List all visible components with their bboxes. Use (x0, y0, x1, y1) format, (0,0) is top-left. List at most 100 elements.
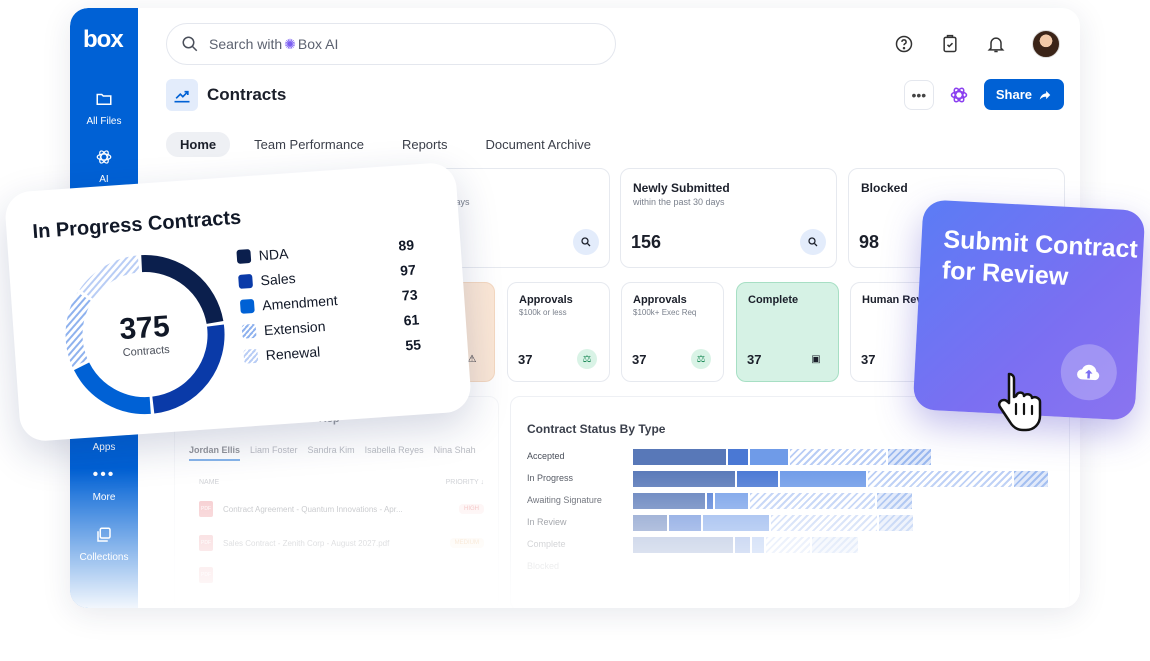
card-value: 98 (859, 232, 880, 252)
table-header: NAME PRIORITY ↓ (199, 479, 484, 486)
sidebar-item-apps[interactable]: Apps (70, 416, 138, 453)
table-row[interactable]: PDF Sales Contract - Zenith Corp - Augus… (199, 535, 484, 551)
tab-reports[interactable]: Reports (401, 137, 448, 152)
card-title: Approvals (519, 294, 573, 306)
legend-value: 89 (397, 236, 415, 254)
legend-label: Amendment (261, 292, 339, 314)
table-row[interactable]: PDF (199, 567, 484, 583)
card-title: Human Rev (862, 294, 923, 306)
donut-slice-extension (65, 292, 93, 368)
donut-total-label: Contracts (122, 343, 171, 360)
search-input[interactable]: Search with ✺ Box AI (166, 23, 616, 65)
legend-label: Extension (263, 317, 326, 339)
legend-swatch (236, 249, 252, 264)
donut-slice-nda (141, 255, 224, 325)
status-label: In Progress (527, 473, 574, 483)
status-card-title: Contract Status By Type (527, 422, 666, 436)
status-bar-accepted[interactable] (633, 449, 933, 465)
upload-cloud-icon[interactable] (1059, 342, 1119, 402)
tab-document-archive[interactable]: Document Archive (485, 137, 591, 152)
donut-slice-sales (152, 324, 225, 414)
legend-value: 73 (401, 286, 419, 304)
help-icon[interactable] (894, 34, 914, 54)
table-row[interactable]: PDF Contract Agreement - Quantum Innovat… (199, 501, 484, 517)
card-value: 37 (747, 352, 762, 367)
box-ai-icon: ✺ (284, 35, 296, 52)
legend-label: Sales (259, 269, 297, 289)
card-title: Approvals (633, 294, 687, 306)
bell-icon[interactable] (986, 34, 1006, 54)
legend-value: 97 (399, 261, 417, 279)
tab-home[interactable]: Home (166, 132, 231, 157)
legend-label: Renewal (265, 343, 321, 364)
share-button[interactable]: Share (983, 79, 1064, 110)
pdf-icon: PDF (199, 535, 213, 551)
card-value: 156 (631, 232, 662, 252)
box-logo: box (83, 26, 124, 53)
donut-title: In Progress Contracts (31, 206, 242, 244)
status-bar-in-progress[interactable] (633, 471, 1050, 487)
card-subtitle: $100k+ Exec Req (633, 308, 697, 317)
zoom-icon[interactable] (573, 229, 599, 255)
status-bar-awaiting-signature[interactable] (633, 493, 914, 509)
warning-icon: ⚠ (467, 353, 477, 365)
person-tab[interactable]: Jordan Ellis (189, 445, 241, 461)
col-name: NAME (199, 479, 220, 486)
person-tab[interactable]: Sandra Kim (307, 445, 355, 455)
sidebar-item-all-files[interactable]: All Files (70, 90, 138, 127)
legend-item-nda: NDA 89 (236, 235, 437, 265)
card-value: 37 (632, 352, 647, 367)
donut-svg (65, 255, 225, 415)
card-value: 37 (518, 352, 533, 367)
search-placeholder: Search with (209, 36, 283, 52)
collections-icon (70, 526, 138, 548)
file-name: Sales Contract - Zenith Corp - August 20… (223, 538, 390, 548)
status-label: Complete (527, 539, 566, 549)
donut-total: 375 (118, 309, 171, 347)
sidebar-item-label: More (92, 492, 116, 503)
stage-card-approvals-small[interactable]: Approvals $100k or less 37 ⚖ (507, 282, 610, 382)
tasks-icon[interactable] (940, 34, 960, 54)
chart-trend-icon (166, 79, 198, 111)
status-label: Awaiting Signature (527, 495, 602, 505)
legend-item-amendment: Amendment 73 (239, 285, 441, 315)
status-label: In Review (527, 517, 567, 527)
person-tab[interactable]: Isabella Reyes (364, 445, 424, 455)
card-subtitle: within the past 30 days (633, 197, 725, 207)
card-title: Complete (748, 294, 799, 306)
clipboard-check-icon: ▣ (811, 353, 821, 365)
sidebar-item-label: All Files (86, 116, 122, 127)
zoom-icon[interactable] (800, 229, 826, 255)
person-tab[interactable]: Nina Shah (433, 445, 476, 455)
status-bar-complete[interactable] (633, 537, 860, 553)
donut-slice-renewal (79, 255, 140, 300)
tab-team-performance[interactable]: Team Performance (254, 137, 364, 152)
status-bar-in-review[interactable] (633, 515, 915, 531)
sidebar-item-label: AI (99, 174, 109, 185)
sidebar-item-collections[interactable]: Collections (70, 526, 138, 563)
share-label: Share (995, 87, 1032, 102)
box-ai-button[interactable] (944, 80, 974, 110)
priority-badge: MEDIUM (449, 538, 484, 548)
legend-value: 55 (404, 336, 422, 354)
in-progress-donut-card[interactable]: In Progress Contracts 375 Contracts (3, 161, 473, 443)
sidebar-item-label: Apps (92, 442, 116, 453)
stage-card-complete[interactable]: Complete 37 ▣ (736, 282, 839, 382)
col-priority[interactable]: PRIORITY ↓ (445, 479, 484, 486)
sidebar-item-ai[interactable]: AI (70, 148, 138, 185)
summary-card-newly-submitted[interactable]: Newly Submitted within the past 30 days … (620, 168, 837, 268)
priority-badge: HIGH (459, 504, 484, 514)
gavel-icon: ⚖ (577, 349, 597, 369)
more-options-button[interactable]: ••• (903, 79, 934, 110)
legend-value: 61 (403, 311, 420, 329)
avatar[interactable] (1032, 30, 1060, 58)
legend-item-extension: Extension 61 (241, 310, 443, 340)
stage-card-approvals-exec[interactable]: Approvals $100k+ Exec Req 37 ⚖ (621, 282, 724, 382)
person-tab[interactable]: Liam Foster (250, 445, 298, 455)
page-header: Contracts (166, 79, 286, 111)
submit-contract-card[interactable]: Submit Contract for Review (912, 199, 1146, 421)
ai-icon (70, 148, 138, 170)
page-title: Contracts (207, 85, 287, 104)
card-title: Newly Submitted (633, 181, 730, 195)
sidebar-item-more[interactable]: ••• More (70, 466, 138, 503)
